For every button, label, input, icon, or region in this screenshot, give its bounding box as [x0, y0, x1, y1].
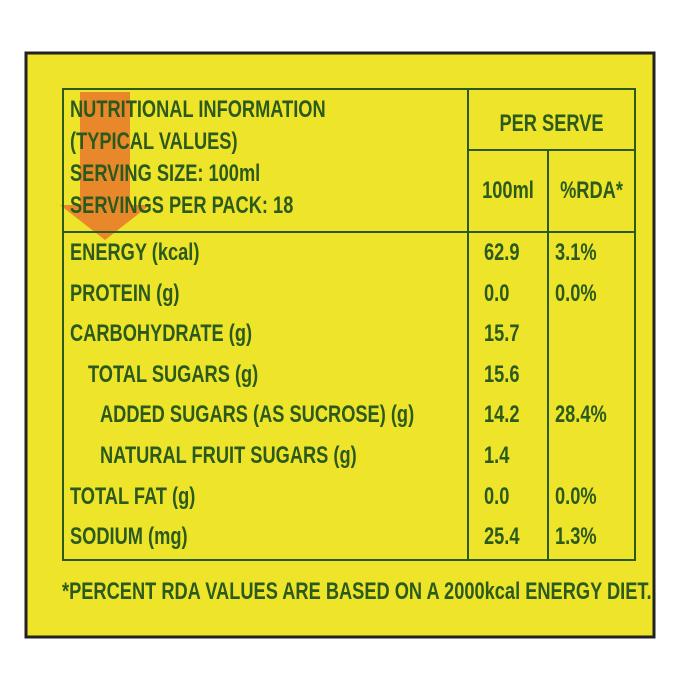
table-lines [62, 88, 636, 561]
nutrient-name: NATURAL FRUIT SUGARS (g) [100, 442, 357, 469]
per-100ml: 0.0 [484, 279, 510, 307]
per-100ml: 15.6 [484, 360, 520, 388]
per-100ml: 62.9 [484, 239, 520, 266]
per-100ml: 15.7 [484, 320, 520, 348]
per-100ml: 14.2 [484, 401, 520, 429]
per-100ml: 25.4 [484, 523, 520, 551]
header-line: SERVING SIZE: 100ml [70, 160, 261, 187]
header-line: NUTRITIONAL INFORMATION [70, 96, 326, 123]
rda-percent: 1.3% [555, 523, 597, 551]
rda-percent: 0.0% [555, 482, 597, 510]
header-line: (TYPICAL VALUES) [70, 128, 238, 155]
per-100ml: 1.4 [484, 442, 510, 469]
arrow [60, 92, 150, 240]
nutrient-name: CARBOHYDRATE (g) [70, 320, 253, 348]
footnote: *PERCENT RDA VALUES ARE BASED ON A 2000k… [62, 578, 652, 605]
column-header: %RDA* [560, 177, 623, 204]
nutrient-name: ENERGY (kcal) [70, 239, 200, 266]
nutrient-name: SODIUM (mg) [70, 523, 188, 551]
nutrient-name: TOTAL FAT (g) [70, 482, 196, 510]
nutrient-name: PROTEIN (g) [70, 279, 180, 307]
rda-percent: 0.0% [555, 279, 597, 307]
column-header: 100ml [482, 177, 534, 204]
header-line: SERVINGS PER PACK: 18 [70, 192, 294, 219]
per-serve: PER SERVE [499, 110, 604, 137]
rda-percent: 28.4% [555, 401, 607, 429]
rda-percent: 3.1% [555, 239, 597, 266]
nutrient-name: ADDED SUGARS (AS SUCROSE) (g) [100, 401, 415, 429]
per-100ml: 0.0 [484, 482, 510, 510]
nutrient-name: TOTAL SUGARS (g) [88, 360, 259, 388]
